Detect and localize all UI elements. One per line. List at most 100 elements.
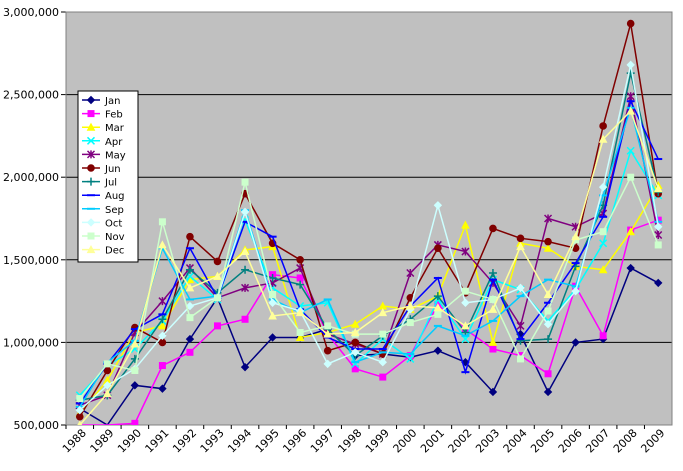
legend-item-may: May	[82, 150, 126, 161]
series-line	[79, 109, 659, 425]
data-point	[379, 330, 387, 338]
data-point	[241, 178, 249, 186]
data-point	[158, 362, 166, 370]
data-point	[158, 384, 167, 393]
data-point	[268, 298, 277, 307]
series-lines	[75, 19, 663, 425]
data-point	[296, 256, 304, 264]
data-point	[516, 242, 525, 251]
data-point	[544, 214, 553, 223]
data-point	[131, 419, 139, 425]
data-point	[130, 339, 140, 348]
legend-marker	[86, 95, 96, 105]
data-point	[214, 322, 221, 330]
y-tick-label: 2,500,000	[3, 89, 59, 102]
data-point	[269, 290, 277, 298]
legend-item-aug: Aug	[82, 191, 125, 202]
data-point	[626, 69, 635, 78]
data-point	[296, 328, 304, 336]
legend-item-nov: Nov	[82, 232, 125, 243]
data-point	[185, 265, 194, 274]
x-tick-label: 1999	[363, 427, 392, 456]
data-point	[544, 370, 552, 378]
x-tick-label: 2008	[611, 427, 640, 456]
data-point	[598, 134, 608, 143]
x-tick-label: 2009	[638, 427, 667, 456]
data-point	[323, 329, 333, 338]
y-tick-label: 1,500,000	[3, 254, 59, 267]
data-point	[378, 308, 388, 317]
data-point	[351, 365, 359, 373]
legend-marker	[86, 122, 96, 131]
data-point	[627, 173, 635, 181]
data-point	[406, 354, 415, 363]
legend-item-mar: Mar	[82, 122, 125, 134]
legend-item-oct: Oct	[82, 218, 122, 229]
data-point	[461, 247, 470, 256]
data-point	[75, 405, 84, 415]
data-point	[268, 333, 277, 342]
data-point	[516, 283, 525, 293]
data-point	[599, 228, 607, 236]
legend-label: Dec	[105, 246, 124, 257]
data-point	[268, 273, 277, 282]
data-point	[158, 297, 167, 306]
data-point	[544, 335, 553, 344]
data-point	[488, 269, 497, 278]
legend-label: Jan	[104, 96, 120, 107]
x-tick-label: 2003	[473, 427, 502, 456]
legend-label: Apr	[105, 137, 123, 148]
data-point	[378, 358, 387, 367]
data-point	[543, 320, 553, 329]
x-tick-label: 1993	[198, 427, 227, 456]
data-point	[240, 207, 250, 217]
data-point	[599, 239, 608, 248]
legend-marker	[87, 110, 95, 118]
data-point	[185, 334, 195, 344]
series-line	[79, 175, 659, 400]
y-tick-label: 500,000	[14, 419, 60, 432]
legend-item-apr: Apr	[82, 136, 123, 148]
data-point	[103, 360, 111, 368]
data-point	[214, 294, 221, 302]
x-tick-label: 2002	[446, 427, 475, 456]
data-point	[598, 182, 608, 192]
data-point	[406, 319, 414, 327]
data-point	[102, 389, 112, 398]
data-point	[488, 304, 498, 313]
legend-marker	[87, 177, 95, 186]
x-tick-label: 2007	[583, 427, 612, 456]
data-point	[434, 310, 442, 318]
data-point	[241, 283, 250, 292]
data-point	[406, 268, 415, 278]
data-point	[158, 218, 166, 226]
legend-label: Mar	[105, 123, 125, 134]
data-point	[186, 348, 194, 356]
legend-marker	[86, 245, 96, 254]
data-point	[295, 332, 305, 341]
legend-label: Sep	[105, 205, 124, 216]
legend-label: Jul	[104, 178, 117, 189]
data-point	[654, 222, 663, 231]
legend-label: May	[105, 150, 126, 161]
data-point	[626, 60, 635, 70]
data-point	[516, 321, 525, 330]
x-tick-label: 1996	[280, 427, 309, 456]
legend-item-feb: Feb	[82, 110, 123, 121]
data-point	[241, 315, 249, 323]
legend-label: Jun	[104, 164, 121, 175]
y-axis: 500,000 1,000,000 1,500,000 2,000,000 2,500,…	[3, 6, 67, 432]
data-point	[131, 366, 139, 374]
data-point	[186, 232, 194, 241]
data-point	[186, 314, 194, 322]
data-point	[158, 315, 167, 324]
legend-label: Aug	[105, 191, 125, 202]
legend: Jan Feb Mar Apr May Jun Jul Aug Sep Oct Nov Dec	[77, 90, 139, 263]
data-point	[323, 346, 332, 355]
data-point	[653, 184, 663, 193]
data-point	[571, 232, 580, 241]
series-line	[79, 148, 659, 396]
series-dec	[77, 106, 663, 425]
